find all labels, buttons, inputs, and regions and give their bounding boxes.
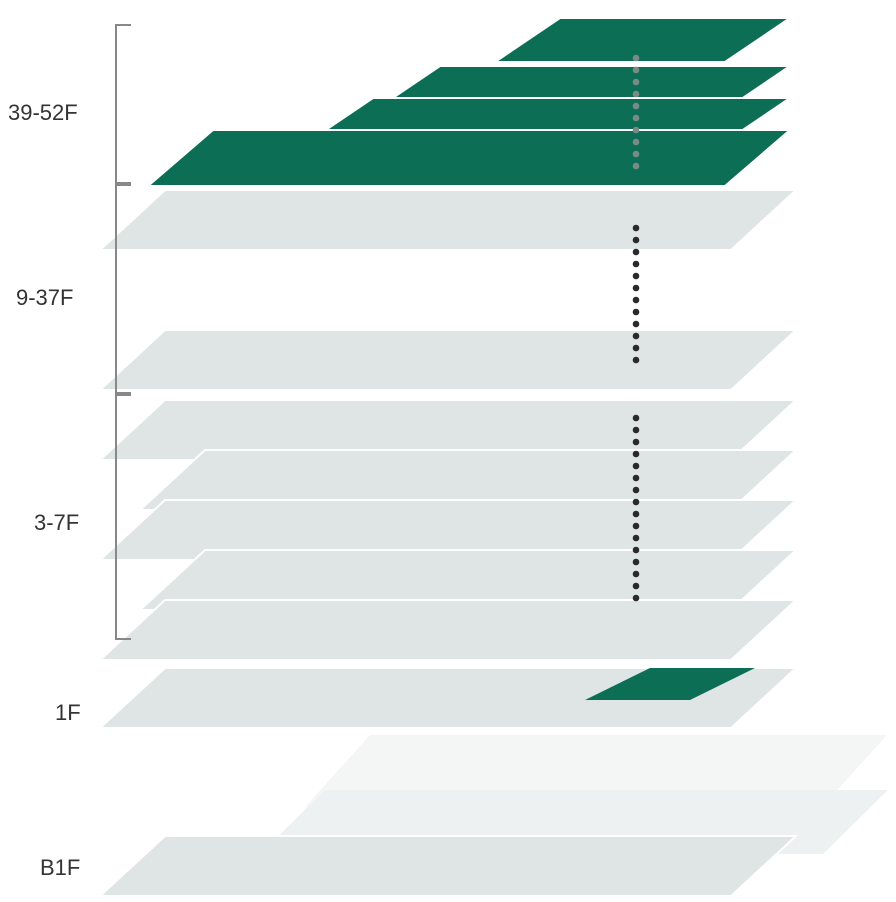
section-label-s_39_52: 39-52F xyxy=(8,100,78,126)
bracket-s_3_7 xyxy=(115,394,131,640)
bracket-s_39_52 xyxy=(115,24,131,184)
section-label-s_1: 1F xyxy=(55,700,81,726)
section-label-s_b1: B1F xyxy=(40,855,80,881)
bracket-s_9_37 xyxy=(115,184,131,394)
section-label-s_3_7: 3-7F xyxy=(34,510,79,536)
section-label-s_9_37: 9-37F xyxy=(16,285,73,311)
dots-dots_low xyxy=(0,0,896,902)
floor-diagram: 39-52F 9-37F 3-7F 1F B1F xyxy=(0,0,896,902)
